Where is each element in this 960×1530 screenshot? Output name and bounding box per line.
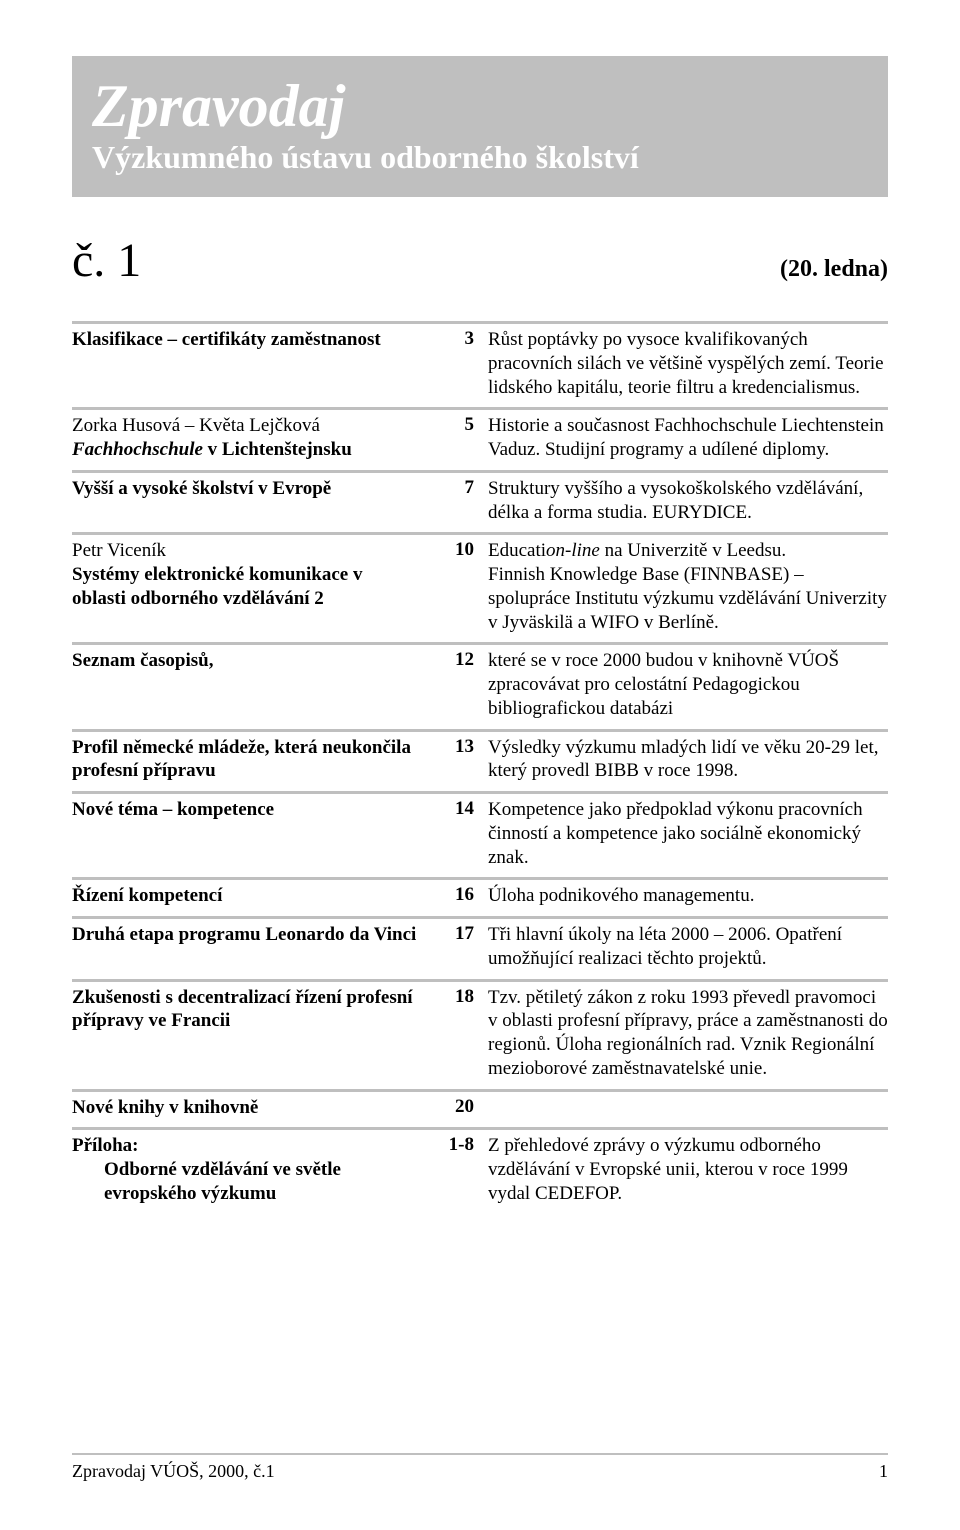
text-segment: Nové knihy v knihovně (72, 1097, 258, 1118)
page-footer: Zpravodaj VÚOŠ, 2000, č.1 1 (72, 1453, 888, 1482)
text-segment: Historie a současnost Fachhochschule Lie… (488, 415, 884, 460)
toc-article-summary: Výsledky výzkumu mladých lidí ve věku 20… (488, 736, 888, 784)
toc-row: Zorka Husová – Květa Lejčková Fachhochsch… (72, 407, 888, 470)
toc-article-title: Zorka Husová – Květa Lejčková Fachhochsch… (72, 414, 432, 462)
page-container: Zpravodaj Výzkumného ústavu odborného šk… (0, 0, 960, 1530)
text-segment: Kompetence jako předpoklad výkonu pracov… (488, 799, 863, 868)
publication-subtitle: Výzkumného ústavu odborného školství (92, 140, 868, 175)
toc-article-title: Nové téma – kompetence (72, 798, 432, 869)
text-segment: Řízení kompetencí (72, 885, 222, 906)
toc-article-title: Vyšší a vysoké školství v Evropě (72, 477, 432, 525)
text-segment: Struktury vyššího a vysokoškolského vzdě… (488, 478, 863, 523)
toc-page-number: 1-8 (432, 1134, 488, 1205)
text-segment: na Univerzitě v Leedsu. (600, 540, 786, 561)
toc-article-summary: Tzv. pětiletý zákon z roku 1993 převedl … (488, 986, 888, 1081)
text-segment: Seznam časopisů, (72, 650, 213, 671)
toc-article-summary: Tři hlavní úkoly na léta 2000 – 2006. Op… (488, 923, 888, 971)
text-segment: Příloha: (72, 1135, 139, 1156)
text-segment: Klasifikace – certifikáty zaměstnanost (72, 329, 381, 350)
toc-page-number: 20 (432, 1096, 488, 1120)
footer-page-number: 1 (879, 1461, 888, 1482)
toc-article-summary: Úloha podnikového managementu. (488, 884, 888, 908)
toc-article-title: Příloha:Odborné vzdělávání ve světle evr… (72, 1134, 432, 1205)
toc-page-number: 17 (432, 923, 488, 971)
text-segment: Petr Viceník (72, 540, 166, 561)
text-segment: Vyšší a vysoké školství v Evropě (72, 478, 331, 499)
toc-article-title: Profil německé mládeže, která neukončila… (72, 736, 432, 784)
text-segment: Druhá etapa programu Leonardo da Vinci (72, 924, 416, 945)
toc-page-number: 18 (432, 986, 488, 1081)
toc-article-title: Nové knihy v knihovně (72, 1096, 432, 1120)
text-segment: Systémy elektronické komunikace v oblast… (72, 564, 362, 609)
toc-article-summary: Z přehledové zprávy o výzkumu odborného … (488, 1134, 888, 1205)
text-segment: Profil německé mládeže, která neukončila… (72, 737, 411, 782)
toc-page-number: 10 (432, 539, 488, 634)
header-banner: Zpravodaj Výzkumného ústavu odborného šk… (72, 56, 888, 197)
text-segment: Zkušenosti s decentralizací řízení profe… (72, 987, 413, 1032)
toc-article-summary: Růst poptávky po vysoce kvalifikovaných … (488, 328, 888, 399)
text-segment: které se v roce 2000 budou v knihovně VÚ… (488, 650, 839, 719)
toc-article-title: Seznam časopisů, (72, 649, 432, 720)
toc-row: Profil německé mládeže, která neukončila… (72, 729, 888, 792)
toc-article-title: Řízení kompetencí (72, 884, 432, 908)
toc-row: Petr Viceník Systémy elektronické komunik… (72, 532, 888, 642)
toc-page-number: 13 (432, 736, 488, 784)
text-segment: Úloha podnikového managementu. (488, 885, 754, 906)
text-segment: Odborné vzdělávání ve světle evropského … (72, 1158, 420, 1206)
toc-article-title: Zkušenosti s decentralizací řízení profe… (72, 986, 432, 1081)
toc-article-title: Petr Viceník Systémy elektronické komunik… (72, 539, 432, 634)
toc-article-summary: Struktury vyššího a vysokoškolského vzdě… (488, 477, 888, 525)
toc-article-summary: Education-line na Univerzitě v Leedsu. Fi… (488, 539, 888, 634)
toc-row: Nové knihy v knihovně 20 (72, 1089, 888, 1128)
text-segment: Z přehledové zprávy o výzkumu odborného … (488, 1135, 848, 1204)
toc-row: Příloha:Odborné vzdělávání ve světle evr… (72, 1127, 888, 1213)
text-segment: Výsledky výzkumu mladých lidí ve věku 20… (488, 737, 878, 782)
toc-page-number: 5 (432, 414, 488, 462)
toc-article-title: Klasifikace – certifikáty zaměstnanost (72, 328, 432, 399)
toc-page-number: 12 (432, 649, 488, 720)
toc-row: Vyšší a vysoké školství v Evropě 7Struktu… (72, 470, 888, 533)
text-segment: v Lichtenštejnsku (203, 439, 352, 460)
text-segment: Růst poptávky po vysoce kvalifikovaných … (488, 329, 884, 398)
text-segment: Zorka Husová – Květa Lejčková (72, 415, 320, 436)
toc-row: Klasifikace – certifikáty zaměstnanost 3R… (72, 321, 888, 407)
publication-title: Zpravodaj (92, 76, 868, 136)
toc-row: Druhá etapa programu Leonardo da Vinci 17… (72, 916, 888, 979)
toc-row: Zkušenosti s decentralizací řízení profe… (72, 979, 888, 1089)
text-segment: Tři hlavní úkoly na léta 2000 – 2006. Op… (488, 924, 842, 969)
text-segment: Finnish Knowledge Base (FINNBASE) – spol… (488, 564, 887, 633)
text-segment: Tzv. pětiletý zákon z roku 1993 převedl … (488, 987, 888, 1079)
issue-date: (20. ledna) (780, 256, 888, 283)
toc-page-number: 3 (432, 328, 488, 399)
toc-article-summary (488, 1096, 888, 1120)
issue-number: č. 1 (72, 237, 141, 285)
text-segment: Educati (488, 540, 546, 561)
text-segment: Fachhochschule (72, 439, 203, 460)
table-of-contents: Klasifikace – certifikáty zaměstnanost 3R… (72, 321, 888, 1214)
toc-row: Seznam časopisů, 12které se v roce 2000 b… (72, 642, 888, 728)
toc-page-number: 7 (432, 477, 488, 525)
toc-article-summary: které se v roce 2000 budou v knihovně VÚ… (488, 649, 888, 720)
toc-article-summary: Kompetence jako předpoklad výkonu pracov… (488, 798, 888, 869)
toc-page-number: 16 (432, 884, 488, 908)
toc-row: Řízení kompetencí 16Úloha podnikového man… (72, 877, 888, 916)
text-segment: Nové téma – kompetence (72, 799, 274, 820)
toc-row: Nové téma – kompetence 14Kompetence jako … (72, 791, 888, 877)
toc-page-number: 14 (432, 798, 488, 869)
text-segment: on-line (546, 540, 600, 561)
footer-left: Zpravodaj VÚOŠ, 2000, č.1 (72, 1461, 275, 1482)
issue-row: č. 1 (20. ledna) (72, 237, 888, 285)
toc-article-summary: Historie a současnost Fachhochschule Lie… (488, 414, 888, 462)
toc-article-title: Druhá etapa programu Leonardo da Vinci (72, 923, 432, 971)
